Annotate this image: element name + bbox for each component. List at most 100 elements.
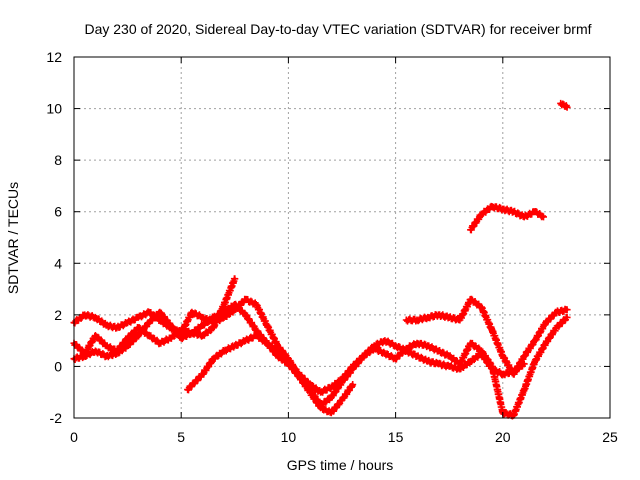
data-point <box>329 411 333 415</box>
data-point <box>222 303 226 306</box>
data-point <box>136 334 140 337</box>
plot-frame <box>73 56 611 419</box>
y-tick-label: -2 <box>50 410 63 426</box>
data-point <box>340 377 344 381</box>
data-point <box>244 339 247 343</box>
data-point <box>458 367 462 371</box>
data-point <box>458 362 462 366</box>
data-point <box>437 349 440 353</box>
data-point <box>233 277 237 281</box>
data-point <box>501 354 505 358</box>
data-point <box>233 308 237 312</box>
data-point <box>158 310 162 314</box>
data-point <box>83 354 87 358</box>
data-point <box>136 315 140 319</box>
data-point <box>126 336 130 340</box>
y-tick-label: 10 <box>46 101 62 117</box>
data-point <box>351 383 355 386</box>
data-point <box>211 357 215 361</box>
data-point <box>533 210 537 214</box>
data-point <box>244 297 247 301</box>
data-point <box>351 364 355 368</box>
series-track-f <box>467 202 547 234</box>
data-point <box>415 341 419 345</box>
chart-title: Day 230 of 2020, Sidereal Day-to-day VTE… <box>84 21 591 37</box>
tick-layer: 0 5 10 15 20 25 -2 0 2 4 6 8 10 12 <box>46 49 618 445</box>
data-point <box>479 212 483 216</box>
data-point <box>426 315 430 319</box>
data-point <box>104 323 108 327</box>
x-tick-label: 0 <box>70 429 78 445</box>
y-tick-label: 4 <box>54 255 62 271</box>
data-point <box>340 398 344 402</box>
data-point <box>562 103 566 107</box>
data-point <box>136 326 140 330</box>
data-point <box>415 318 419 322</box>
data-point <box>426 359 430 363</box>
data-point <box>254 334 258 337</box>
data-point <box>394 357 398 361</box>
data-point <box>559 101 563 105</box>
data-point <box>565 308 569 312</box>
x-tick-label: 5 <box>177 429 185 445</box>
data-point <box>542 215 545 219</box>
data-point <box>115 326 119 330</box>
data-point <box>158 341 162 345</box>
data-point <box>179 328 183 332</box>
data-point <box>490 364 494 368</box>
data-point <box>522 215 526 219</box>
data-point <box>265 323 269 327</box>
x-axis-label: GPS time / hours <box>287 457 394 473</box>
data-point <box>329 385 333 389</box>
data-point <box>522 354 526 358</box>
series-track-g <box>557 99 571 111</box>
data-point <box>244 313 247 317</box>
data-point <box>297 372 301 376</box>
x-tick-label: 20 <box>495 429 511 445</box>
y-tick-label: 12 <box>46 49 62 65</box>
data-point <box>265 341 269 345</box>
y-tick-label: 6 <box>54 204 62 220</box>
data-point <box>169 323 172 327</box>
data-point <box>512 413 515 417</box>
data-point <box>361 354 365 358</box>
data-point <box>447 354 451 358</box>
data-point <box>222 349 226 353</box>
y-tick-label: 8 <box>54 152 62 168</box>
data-point <box>276 349 280 353</box>
data-point <box>554 310 558 314</box>
data-point <box>533 339 537 343</box>
data-point <box>469 359 473 363</box>
data-point <box>115 352 119 355</box>
data-point <box>512 372 515 376</box>
data-point <box>490 328 494 332</box>
data-point <box>233 303 237 306</box>
data-point <box>501 372 505 376</box>
data-point <box>319 403 323 407</box>
data-point <box>93 334 97 337</box>
data-point <box>201 334 205 337</box>
data-point <box>490 205 494 209</box>
data-point <box>186 388 190 392</box>
grid-layer <box>74 57 610 418</box>
data-point <box>479 349 483 353</box>
data-point <box>469 341 473 345</box>
data-point <box>501 207 505 211</box>
data-point <box>565 315 569 319</box>
data-point <box>447 364 451 368</box>
data-point <box>147 334 151 337</box>
data-point <box>93 349 97 353</box>
data-point <box>104 354 108 358</box>
data-point <box>415 354 419 358</box>
x-tick-label: 10 <box>281 429 297 445</box>
data-point <box>404 318 408 322</box>
data-point <box>512 210 515 214</box>
data-point <box>233 344 237 348</box>
y-tick-label: 2 <box>54 307 62 323</box>
data-point <box>544 341 548 345</box>
data-point <box>190 310 194 314</box>
data-point <box>319 390 323 394</box>
y-axis-label: SDTVAR / TECUs <box>5 182 21 294</box>
data-point <box>383 339 387 343</box>
